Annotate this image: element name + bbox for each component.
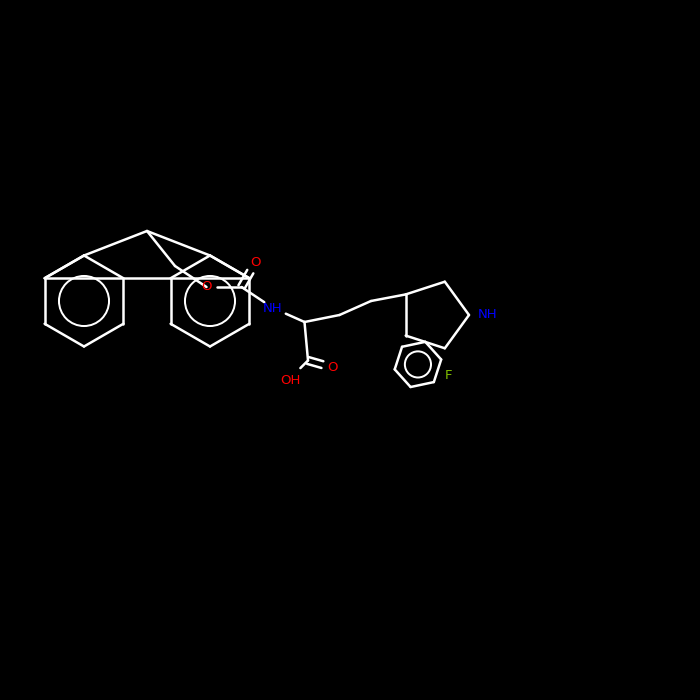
Text: O: O [251, 256, 260, 269]
Text: OH: OH [280, 374, 301, 386]
Text: NH: NH [477, 309, 497, 321]
Text: F: F [444, 369, 452, 382]
Text: O: O [202, 281, 211, 293]
Text: O: O [328, 361, 337, 374]
Text: NH: NH [263, 302, 283, 314]
